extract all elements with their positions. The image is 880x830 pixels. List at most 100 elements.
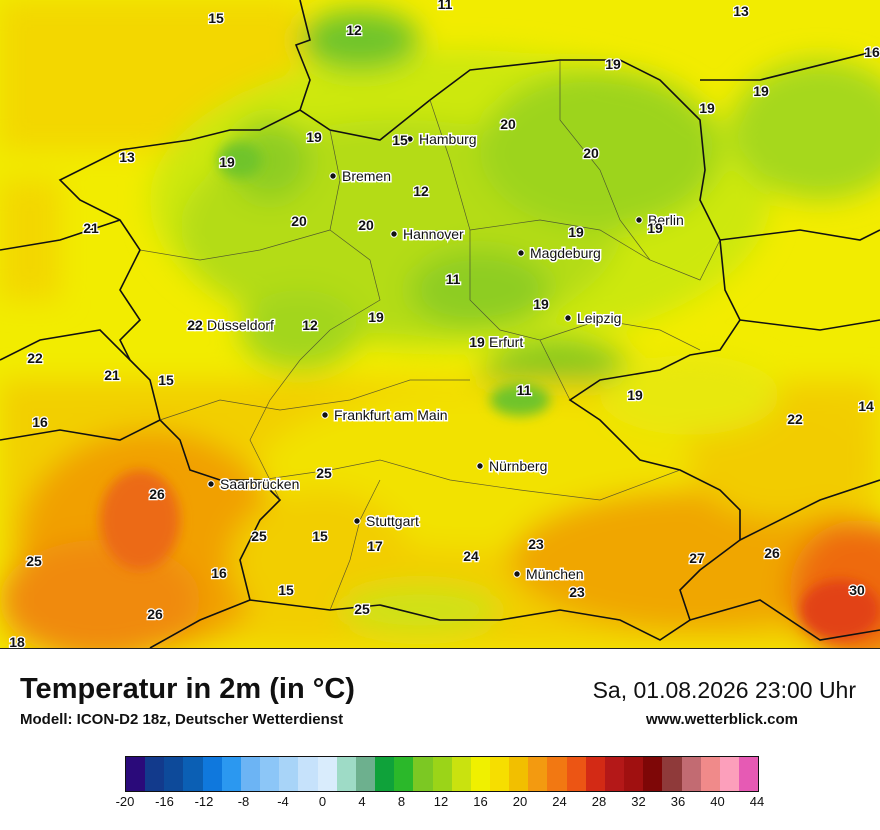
temperature-value: 19 <box>533 296 549 312</box>
scale-tick-label: -4 <box>277 794 289 809</box>
scale-tick-label: 32 <box>631 794 646 809</box>
scale-tick-label: -16 <box>155 794 174 809</box>
map-title: Temperatur in 2m (in °C) <box>20 673 355 705</box>
scale-color-cell <box>547 757 567 791</box>
scale-tick-label: -20 <box>115 794 135 809</box>
scale-color-cell <box>719 757 739 791</box>
scale-tick-label: 40 <box>710 794 725 809</box>
city-marker <box>635 216 643 224</box>
map-footer: Temperatur in 2m (in °C) Modell: ICON-D2… <box>0 649 880 830</box>
scale-tick-label: 28 <box>591 794 607 809</box>
temperature-value: 11 <box>446 271 461 287</box>
scale-color-cell <box>528 757 548 791</box>
scale-color-cell <box>662 757 682 791</box>
city-markers: Hamburg Bremen Hannover Berlin Magdeburg Düss… <box>194 130 685 584</box>
temperature-value: 21 <box>104 367 120 383</box>
temperature-value: 20 <box>500 116 516 132</box>
scale-color-cell <box>489 757 510 791</box>
scale-color-cell <box>451 757 471 791</box>
scale-color-cell <box>126 757 146 791</box>
scale-color-cell <box>470 757 490 791</box>
city-label: Magdeburg <box>530 245 601 261</box>
scale-tick-label: -8 <box>237 794 250 809</box>
city-label: Erfurt <box>489 334 523 350</box>
temperature-value: 27 <box>689 550 705 566</box>
city-label: Hannover <box>403 226 464 242</box>
scale-color-cell <box>394 757 414 791</box>
temperature-value: 21 <box>83 220 99 236</box>
temperature-value: 30 <box>849 582 865 598</box>
country-borders <box>0 0 880 648</box>
scale-color-cell <box>164 757 184 791</box>
scale-color-cell <box>681 757 701 791</box>
temperature-value: 24 <box>463 548 479 564</box>
temperature-value: 11 <box>517 382 532 398</box>
temperature-value: 14 <box>858 398 874 414</box>
forecast-datetime: Sa, 01.08.2026 23:00 Uhr <box>592 677 856 703</box>
temperature-value: 15 <box>278 582 294 598</box>
color-scale <box>125 756 759 792</box>
scale-color-cell <box>145 757 165 791</box>
city-marker <box>406 135 414 143</box>
scale-tick-label: 44 <box>749 794 765 809</box>
scale-tick-label: 20 <box>512 794 528 809</box>
website-link[interactable]: www.wetterblick.com <box>646 711 798 728</box>
temperature-value: 26 <box>147 606 163 622</box>
temperature-value: 18 <box>9 634 25 648</box>
scale-color-cell <box>585 757 605 791</box>
city-marker <box>476 338 484 346</box>
map-canvas: Hamburg Bremen Hannover Berlin Magdeburg Düss… <box>0 0 880 648</box>
scale-color-cell <box>375 757 395 791</box>
city-marker <box>207 480 215 488</box>
scale-tick-label: 36 <box>670 794 686 809</box>
temperature-value: 20 <box>291 213 307 229</box>
city-label: Berlin <box>648 212 684 228</box>
temperature-value: 26 <box>764 545 780 561</box>
scale-color-cell <box>509 757 529 791</box>
temperature-value: 15 <box>392 132 408 148</box>
temperature-value: 15 <box>208 10 224 26</box>
scale-color-cell <box>604 757 625 791</box>
temperature-value: 15 <box>158 372 174 388</box>
temperature-value: 19 <box>306 129 322 145</box>
city-marker <box>321 411 329 419</box>
scale-color-cell <box>432 757 452 791</box>
temperature-value: 16 <box>211 565 227 581</box>
scale-color-cell <box>183 757 203 791</box>
city-label: Saarbrücken <box>220 476 299 492</box>
scale-color-cell <box>317 757 337 791</box>
city-label: Hamburg <box>419 131 477 147</box>
temperature-value: 13 <box>733 3 749 19</box>
scale-tick-label: 24 <box>552 794 567 809</box>
temperature-value: 15 <box>312 528 328 544</box>
value-labels: 15 12 13 11 19 16 19 20 13 19 20 19 15 19 20 12 21 20 19 19… <box>8 0 880 648</box>
temperature-value: 19 <box>647 220 663 236</box>
temperature-value: 22 <box>187 317 203 333</box>
scale-color-cell <box>355 757 376 791</box>
scale-color-cell <box>700 757 720 791</box>
scale-color-cell <box>221 757 241 791</box>
scale-tick-label: 0 <box>318 794 327 809</box>
temperature-value: 22 <box>787 411 803 427</box>
temperature-value: 12 <box>346 22 362 38</box>
temperature-value: 19 <box>469 334 485 350</box>
city-label: Düsseldorf <box>207 317 274 333</box>
scale-tick-label: 8 <box>397 794 406 809</box>
city-label: Nürnberg <box>489 458 547 474</box>
temperature-value: 16 <box>32 414 48 430</box>
temperature-value: 19 <box>368 309 384 325</box>
temperature-value: 12 <box>302 317 318 333</box>
temperature-value: 23 <box>569 584 585 600</box>
city-label: München <box>526 566 584 582</box>
scale-color-cell <box>643 757 663 791</box>
temperature-value: 25 <box>316 465 332 481</box>
scale-tick-label: 4 <box>358 794 366 809</box>
temperature-value: 25 <box>26 553 42 569</box>
temperature-value: 26 <box>149 486 165 502</box>
scale-color-cell <box>413 757 433 791</box>
scale-ticks: -20 -16 -12 -8 -4 0 4 8 12 16 20 24 28 32 36 40 44 <box>0 794 880 814</box>
city-marker <box>517 249 525 257</box>
temperature-value: 17 <box>367 538 383 554</box>
scale-color-cell <box>298 757 318 791</box>
scale-color-cell <box>240 757 261 791</box>
